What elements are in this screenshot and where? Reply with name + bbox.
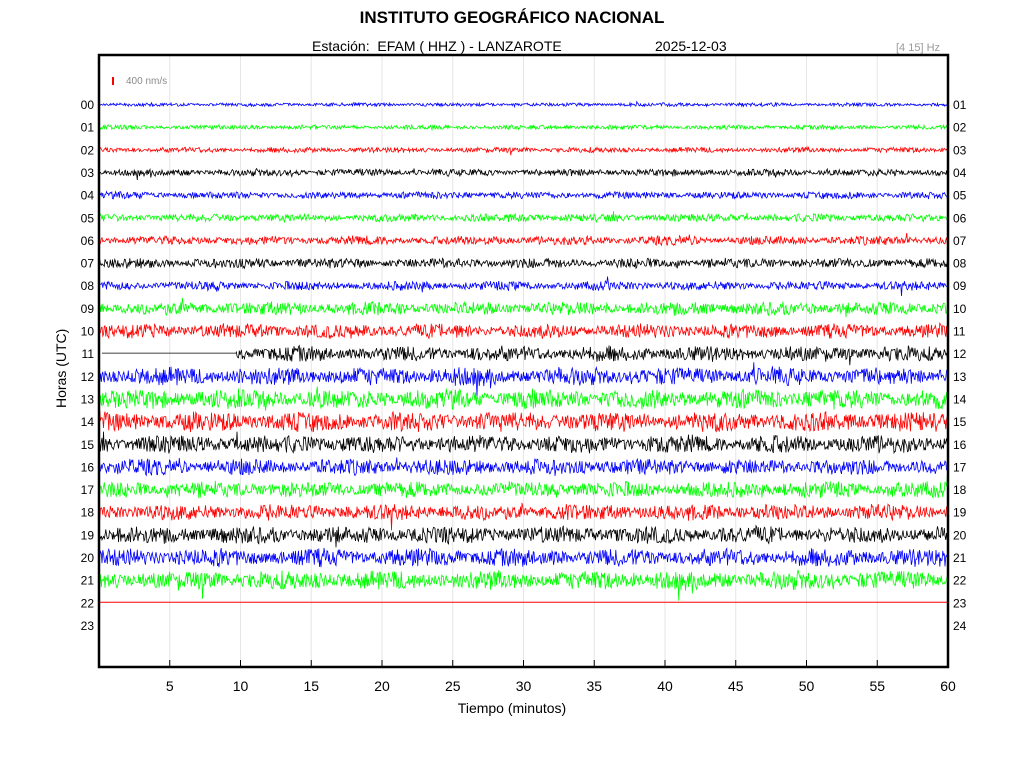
hour-label-right: 12 bbox=[953, 347, 967, 361]
x-tick-label: 15 bbox=[303, 678, 319, 694]
trace-hour-16 bbox=[98, 457, 949, 477]
trace-hour-17 bbox=[98, 475, 949, 500]
scale-bar bbox=[112, 77, 114, 85]
hour-label-right: 19 bbox=[953, 506, 967, 520]
hour-label-left: 08 bbox=[81, 279, 95, 293]
axis-ticks: 5 10 15 20 25 30 35 40 45 50 55 60 00 01 02 03 04 05 06 07 0… bbox=[81, 98, 967, 694]
station-subtitle: Estación: EFAM ( HHZ ) - LANZAROTE bbox=[312, 38, 562, 54]
hour-label-left: 01 bbox=[81, 121, 95, 135]
hour-label-left: 22 bbox=[81, 596, 95, 610]
trace-hour-01 bbox=[98, 123, 949, 132]
hour-label-right: 17 bbox=[953, 460, 967, 474]
hour-label-left: 05 bbox=[81, 211, 95, 225]
x-tick-label: 40 bbox=[657, 678, 673, 694]
plot-frame bbox=[97, 53, 950, 669]
chart-date: 2025-12-03 bbox=[655, 38, 727, 54]
hour-label-left: 16 bbox=[81, 460, 95, 474]
trace-hour-13 bbox=[98, 386, 949, 411]
hour-label-left: 00 bbox=[81, 98, 95, 112]
hour-label-right: 07 bbox=[953, 234, 967, 248]
hour-label-left: 17 bbox=[81, 483, 95, 497]
hour-label-left: 13 bbox=[81, 392, 95, 406]
x-tick-label: 20 bbox=[374, 678, 390, 694]
hour-label-right: 06 bbox=[953, 211, 967, 225]
hour-label-right: 04 bbox=[953, 166, 967, 180]
trace-hour-00 bbox=[98, 100, 949, 109]
x-tick-label: 45 bbox=[728, 678, 744, 694]
hour-label-left: 15 bbox=[81, 438, 95, 452]
trace-hour-21 bbox=[98, 569, 949, 601]
hour-label-right: 24 bbox=[953, 619, 967, 633]
hour-label-left: 07 bbox=[81, 257, 95, 271]
trace-hour-12 bbox=[98, 362, 949, 397]
hour-label-left: 06 bbox=[81, 234, 95, 248]
trace-hour-15 bbox=[98, 431, 949, 455]
x-tick-label: 35 bbox=[586, 678, 602, 694]
hour-label-right: 23 bbox=[953, 596, 967, 610]
chart-title: INSTITUTO GEOGRÁFICO NACIONAL bbox=[359, 8, 665, 27]
hour-label-right: 03 bbox=[953, 143, 967, 157]
trace-hour-05 bbox=[98, 211, 949, 224]
hour-label-left: 18 bbox=[81, 506, 95, 520]
scale-bar-label: 400 nm/s bbox=[126, 76, 168, 87]
trace-hour-04 bbox=[98, 190, 949, 200]
hour-label-right: 02 bbox=[953, 121, 967, 135]
hour-label-right: 09 bbox=[953, 279, 967, 293]
hour-label-right: 13 bbox=[953, 370, 967, 384]
trace-hour-20 bbox=[98, 547, 949, 568]
hour-label-left: 10 bbox=[81, 325, 95, 339]
hour-label-right: 05 bbox=[953, 189, 967, 203]
filter-band: [4 15] Hz bbox=[896, 42, 941, 54]
trace-hour-19 bbox=[98, 524, 949, 548]
hour-label-right: 08 bbox=[953, 257, 967, 271]
hour-label-right: 18 bbox=[953, 483, 967, 497]
hour-label-left: 19 bbox=[81, 528, 95, 542]
trace-hour-07 bbox=[98, 257, 949, 270]
hour-label-left: 04 bbox=[81, 189, 95, 203]
x-tick-label: 5 bbox=[166, 678, 174, 694]
trace-hour-18 bbox=[98, 502, 949, 531]
x-axis-title: Tiempo (minutos) bbox=[0, 700, 1024, 716]
trace-hour-09 bbox=[98, 297, 949, 318]
hour-label-right: 14 bbox=[953, 392, 967, 406]
trace-group bbox=[98, 100, 949, 603]
hour-label-right: 01 bbox=[953, 98, 967, 112]
hour-label-left: 11 bbox=[82, 347, 95, 361]
trace-hour-11 bbox=[102, 344, 948, 366]
x-tick-label: 25 bbox=[445, 678, 461, 694]
y-axis-title: Horas (UTC) bbox=[53, 328, 69, 408]
hour-label-left: 20 bbox=[81, 551, 95, 565]
hour-label-left: 21 bbox=[81, 574, 95, 588]
x-tick-label: 60 bbox=[940, 678, 956, 694]
hour-label-left: 02 bbox=[81, 143, 95, 157]
hour-label-right: 22 bbox=[953, 574, 967, 588]
hour-label-left: 23 bbox=[81, 619, 95, 633]
hour-label-left: 03 bbox=[81, 166, 95, 180]
x-tick-label: 30 bbox=[516, 678, 532, 694]
hour-label-right: 15 bbox=[953, 415, 967, 429]
hour-label-right: 11 bbox=[953, 325, 966, 339]
trace-hour-08 bbox=[98, 276, 949, 297]
trace-hour-02 bbox=[98, 145, 949, 156]
hour-label-left: 12 bbox=[81, 370, 95, 384]
hour-label-left: 09 bbox=[81, 302, 95, 316]
x-tick-label: 55 bbox=[869, 678, 885, 694]
hour-label-right: 20 bbox=[953, 528, 967, 542]
trace-hour-14 bbox=[98, 410, 949, 433]
trace-hour-06 bbox=[98, 232, 949, 247]
x-tick-label: 10 bbox=[233, 678, 249, 694]
trace-hour-10 bbox=[98, 321, 949, 340]
hour-label-right: 21 bbox=[953, 551, 967, 565]
trace-hour-03 bbox=[98, 167, 949, 181]
hour-label-left: 14 bbox=[81, 415, 95, 429]
hour-label-right: 16 bbox=[953, 438, 967, 452]
x-axis-title-text: Tiempo (minutos) bbox=[457, 700, 567, 716]
grid-lines bbox=[169, 56, 878, 666]
hour-label-right: 10 bbox=[953, 302, 967, 316]
x-tick-label: 50 bbox=[799, 678, 815, 694]
